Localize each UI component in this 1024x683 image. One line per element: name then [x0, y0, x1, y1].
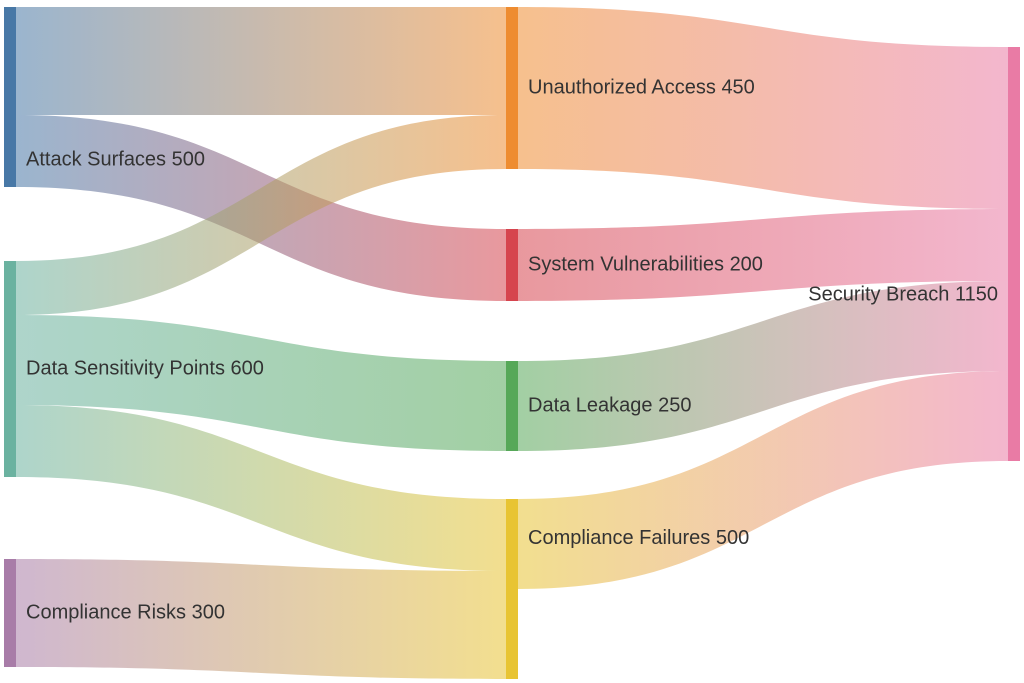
sankey-diagram: Attack Surfaces 500 Data Sensitivity Poin…: [0, 0, 1024, 683]
sankey-link: [518, 7, 1008, 209]
sankey-link: [16, 7, 506, 115]
sankey-node-security_breach: [1008, 47, 1020, 461]
node-label: System Vulnerabilities 200: [528, 253, 763, 275]
node-label: Data Leakage 250: [528, 394, 691, 416]
sankey-node-data_sensitivity: [4, 261, 16, 477]
node-label: Unauthorized Access 450: [528, 76, 755, 98]
sankey-node-unauth_access: [506, 7, 518, 169]
sankey-node-data_leakage: [506, 361, 518, 451]
node-label: Security Breach 1150: [808, 284, 998, 306]
node-label: Data Sensitivity Points 600: [26, 357, 264, 379]
node-label: Compliance Failures 500: [528, 527, 749, 549]
sankey-node-sys_vuln: [506, 229, 518, 301]
sankey-node-attack_surfaces: [4, 7, 16, 187]
node-label: Attack Surfaces 500: [26, 148, 205, 170]
sankey-node-compliance_failures: [506, 499, 518, 679]
node-label: Compliance Risks 300: [26, 601, 225, 623]
sankey-node-compliance_risks: [4, 559, 16, 667]
